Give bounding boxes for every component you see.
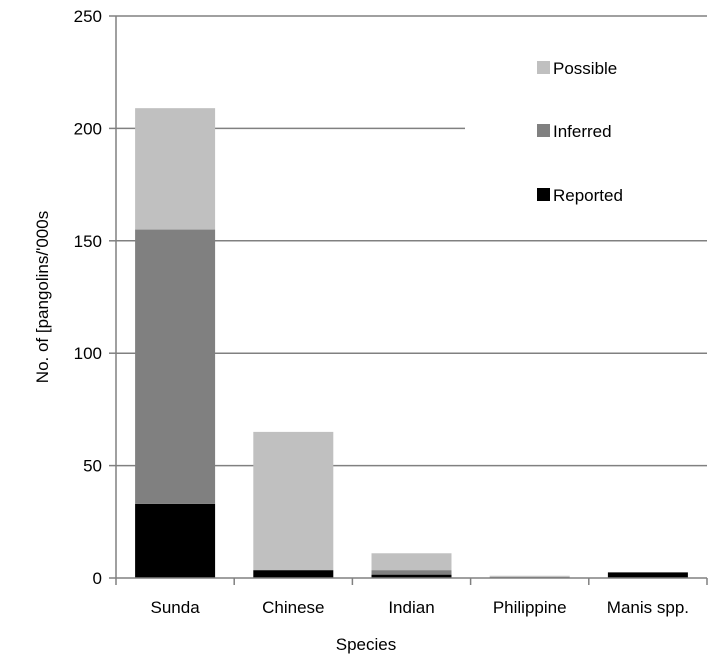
legend-swatch [537,61,550,74]
y-tick-label: 150 [74,232,102,251]
x-tick-label: Chinese [262,598,324,617]
bar-stacks [135,108,688,578]
bar-segment-possible-philippine [489,575,570,577]
y-tick-label: 100 [74,344,102,363]
y-tick-label: 200 [74,119,102,138]
bar-segment-reported-sunda [135,503,216,578]
y-axis-title: No. of [pangolins/'000s [33,211,52,383]
axes [109,15,708,585]
bar-segment-reported-chinese [253,570,334,578]
y-tick-label: 250 [74,7,102,26]
x-tick-label: Sunda [151,598,201,617]
bar-segment-inferred-indian [371,570,452,575]
legend-label: Reported [553,186,623,205]
bar-segment-possible-indian [371,553,452,571]
x-tick-label: Indian [388,598,434,617]
legend: Possible Inferred Reported [537,59,623,205]
legend-label: Possible [553,59,617,78]
legend-item-inferred: Inferred [537,122,612,141]
bar-segment-possible-sunda [135,108,216,230]
legend-item-reported: Reported [537,186,623,205]
bar-segment-possible-chinese [253,431,334,571]
x-tick-label: Manis spp. [607,598,689,617]
y-tick-label: 0 [93,569,102,588]
x-axis-title: Species [336,635,396,654]
bar-segment-reported-manis-spp [607,572,688,578]
y-tick-label: 50 [83,457,102,476]
legend-label: Inferred [553,122,612,141]
legend-swatch [537,124,550,137]
bar-segment-inferred-sunda [135,229,216,504]
bar-segment-reported-indian [371,574,452,578]
legend-swatch [537,188,550,201]
legend-item-possible: Possible [537,59,617,78]
tick-labels: 0 50 100 150 200 250 Sunda Chinese Indian Philipp… [74,7,689,617]
x-tick-label: Philippine [493,598,567,617]
bar-segment-inferred-philippine [489,576,570,578]
